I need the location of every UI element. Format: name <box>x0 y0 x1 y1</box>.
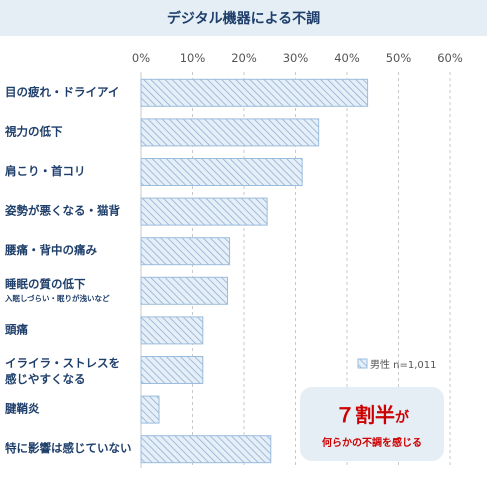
callout-text: 何らかの不調を感じる <box>322 438 422 449</box>
bar <box>140 356 204 384</box>
category-label: 感じやすくなる <box>5 372 86 386</box>
callout-suffix: が <box>395 410 409 426</box>
legend-label: 男性 n=1,011 <box>370 358 437 371</box>
category-label: イライラ・ストレスを <box>5 356 120 370</box>
chart-title: デジタル機器による不調 <box>166 11 321 27</box>
bar <box>140 78 369 107</box>
bar <box>140 276 229 305</box>
bar <box>140 197 268 226</box>
callout-headline: ７割半が <box>335 399 409 428</box>
title-bar: デジタル機器による不調 <box>0 0 487 36</box>
category-label: 特に影響は感じていない <box>5 441 132 455</box>
category-label: 視力の低下 <box>4 124 63 138</box>
category-label: 腱鞘炎 <box>5 402 40 416</box>
x-tick-label: 20% <box>231 51 257 65</box>
bar <box>140 316 204 345</box>
x-tick-label: 50% <box>386 51 412 65</box>
x-tick-label: 60% <box>437 51 463 65</box>
bar <box>140 158 303 186</box>
category-label: 頭痛 <box>5 322 28 336</box>
category-label: 目の疲れ・ドライアイ <box>5 85 119 99</box>
bar <box>140 395 160 424</box>
category-label: 肩こり・首コリ <box>5 164 86 178</box>
x-tick-label: 30% <box>283 51 309 65</box>
category-label: 腰痛・背中の痛み <box>4 243 97 257</box>
bar <box>140 237 231 266</box>
bar <box>140 435 272 464</box>
category-label: 睡眠の質の低下 <box>5 277 86 291</box>
bar <box>140 118 320 147</box>
legend-swatch <box>357 358 368 369</box>
x-tick-label: 0% <box>132 51 150 65</box>
callout-box: ７割半が 何らかの不調を感じる <box>300 387 444 461</box>
category-label: 姿勢が悪くなる・猫背 <box>5 204 120 218</box>
x-tick-label: 10% <box>180 51 206 65</box>
callout-number: ７割半 <box>335 403 395 427</box>
category-sublabel: 入眠しづらい・眠りが浅いなど <box>4 293 110 303</box>
x-tick-label: 40% <box>334 51 360 65</box>
